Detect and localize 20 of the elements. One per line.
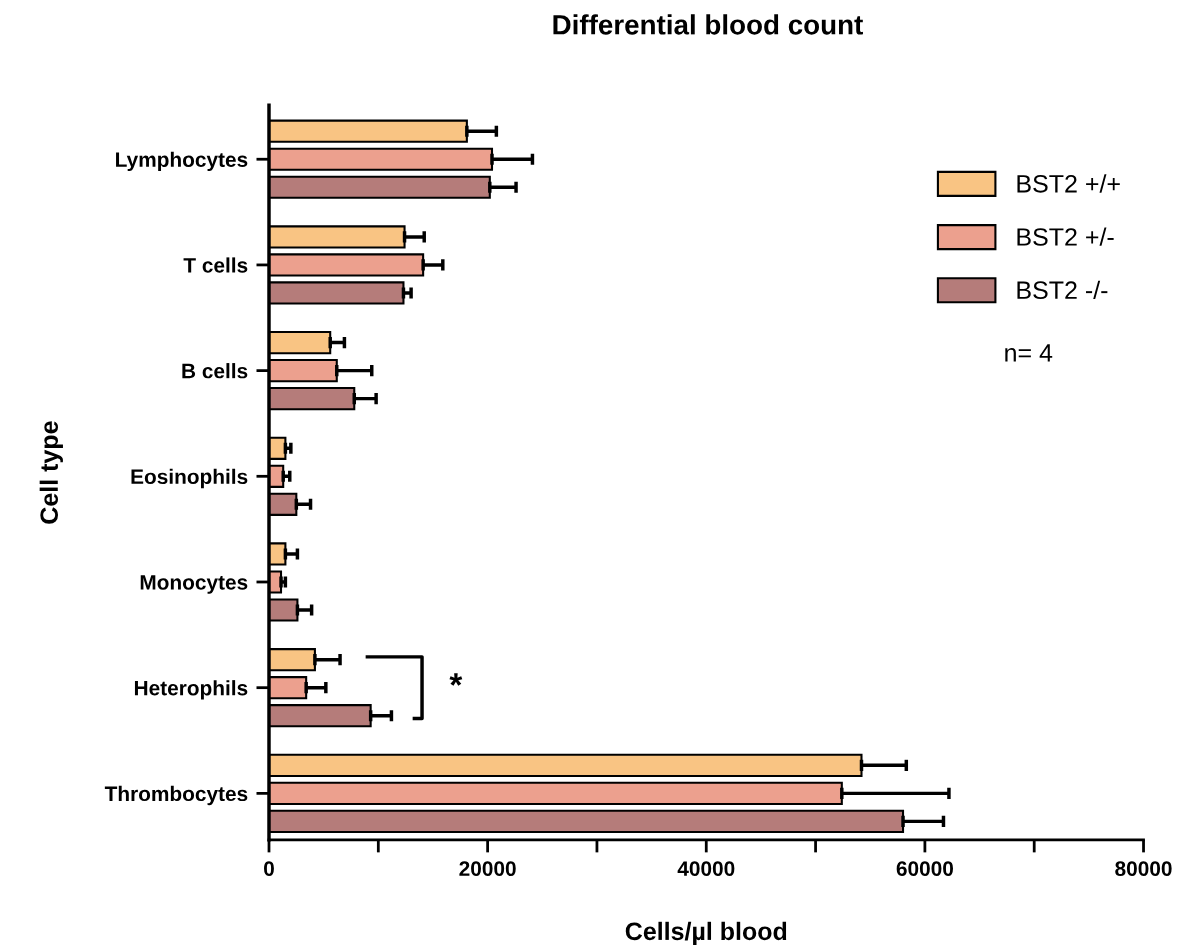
y-tick-label: Thrombocytes bbox=[104, 785, 248, 806]
legend-label: BST2 +/+ bbox=[1017, 174, 1120, 193]
y-tick-label: B cells bbox=[182, 363, 248, 379]
legend-label: BST2 -/- bbox=[1017, 280, 1108, 300]
chart-title: Differential blood count bbox=[553, 14, 863, 35]
annotation: n= 4 bbox=[1005, 344, 1053, 362]
x-tick-label: 0 bbox=[264, 861, 274, 876]
y-tick-label: T cells bbox=[183, 257, 248, 273]
y-tick-label: Heterophils bbox=[134, 680, 248, 700]
y-axis-title: Cell type bbox=[39, 421, 63, 524]
x-tick-label: 20000 bbox=[459, 861, 516, 876]
x-tick-label: 80000 bbox=[1115, 861, 1172, 876]
y-tick-label: Monocytes bbox=[140, 575, 248, 594]
legend-label: BST2 +/- bbox=[1017, 227, 1114, 246]
x-axis-title: Cells/µl blood bbox=[625, 921, 787, 946]
x-tick-label: 40000 bbox=[677, 861, 735, 876]
y-tick-label: Eosinophils bbox=[131, 468, 248, 489]
y-tick-label: Lymphocytes bbox=[116, 151, 248, 172]
x-tick-label: 60000 bbox=[896, 861, 954, 876]
annotation: * bbox=[449, 673, 463, 686]
